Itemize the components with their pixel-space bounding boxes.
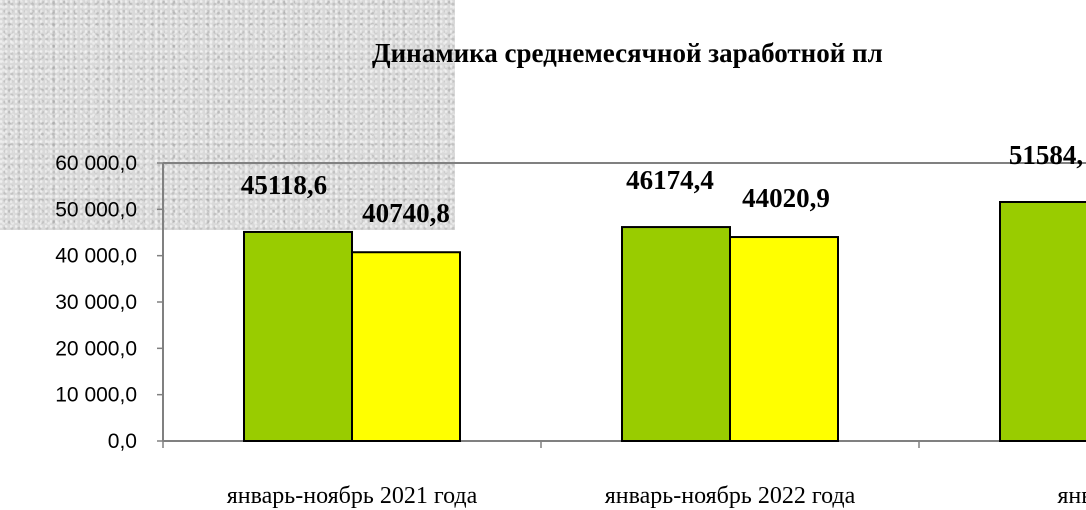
chart-axes: 0,0 10 000,0 20 000,0 30 000,0 40 000,0 50 00…	[55, 152, 1086, 509]
y-tick-label: 10 000,0	[55, 384, 137, 407]
bar-yellow-1	[351, 251, 461, 442]
y-tick-label: 30 000,0	[55, 291, 137, 314]
bar-green-2	[621, 226, 731, 442]
data-label: 45118,6	[241, 170, 327, 200]
x-tick-label: январь-ноябрь 2022 года	[605, 483, 856, 509]
data-label: 51584,	[1009, 140, 1083, 170]
bar-green-3	[999, 200, 1086, 442]
chart-title: Динамика среднемесячной заработной пл	[372, 38, 883, 68]
y-tick-label: 20 000,0	[55, 337, 137, 360]
data-label: 40740,8	[362, 198, 450, 228]
data-label: 46174,4	[626, 165, 714, 195]
title-background-texture	[0, 0, 455, 230]
y-tick-label: 40 000,0	[55, 245, 137, 268]
x-tick-label: январь-ноябрь 2021 года	[227, 483, 478, 509]
y-tick-label: 60 000,0	[55, 152, 137, 175]
data-label: 44020,9	[742, 183, 830, 213]
bar-yellow-2	[729, 236, 839, 442]
bar-green-1	[243, 230, 353, 442]
chart-bars	[243, 200, 1086, 442]
x-tick-label: январь-но	[1057, 483, 1086, 509]
y-tick-label: 0,0	[108, 430, 137, 453]
y-tick-label: 50 000,0	[55, 198, 137, 221]
chart-data-labels: 45118,6 40740,8 46174,4 44020,9 51584,	[241, 140, 1083, 228]
